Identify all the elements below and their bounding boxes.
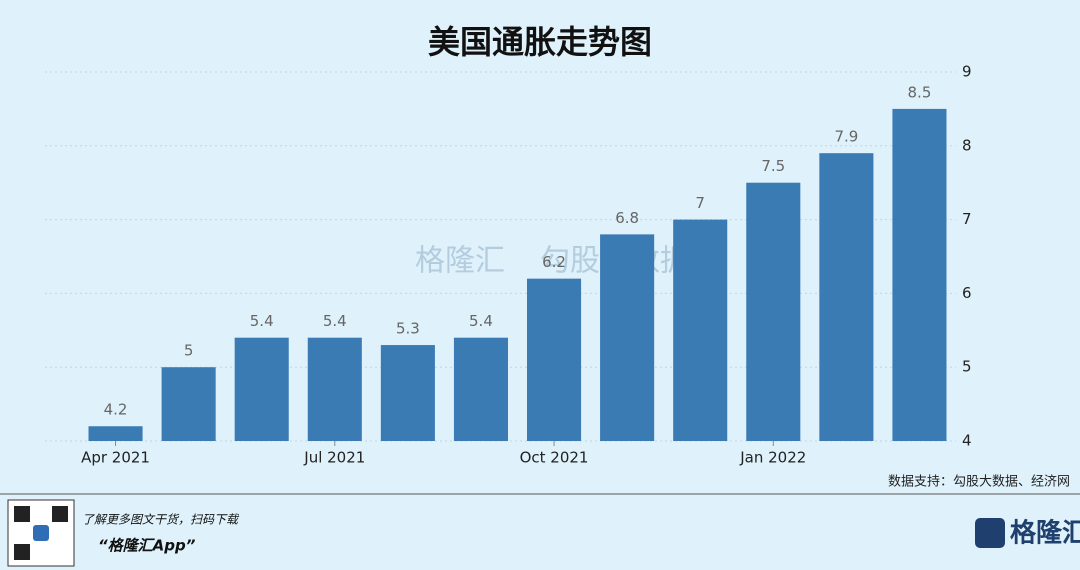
x-tick-label: Oct 2021 xyxy=(520,449,589,467)
value-label: 5 xyxy=(184,342,194,360)
y-tick-label: 9 xyxy=(962,63,972,81)
logo-text: 格隆汇 xyxy=(1010,518,1080,549)
bar xyxy=(673,219,728,441)
value-label: 7.5 xyxy=(761,157,785,175)
x-tick-label: Apr 2021 xyxy=(81,449,150,467)
value-label: 5.4 xyxy=(469,312,493,330)
value-label: 5.3 xyxy=(396,320,420,338)
y-tick-label: 6 xyxy=(962,284,972,302)
x-tick-label: Jul 2021 xyxy=(303,449,365,467)
value-label: 5.4 xyxy=(250,312,274,330)
y-tick-label: 5 xyxy=(962,358,972,376)
bar xyxy=(600,234,655,441)
bar xyxy=(453,337,508,441)
qr-code xyxy=(14,506,30,522)
chart-title: 美国通胀走势图 xyxy=(428,23,652,61)
value-label: 8.5 xyxy=(908,83,932,101)
bar xyxy=(161,367,216,441)
value-label: 7.9 xyxy=(834,128,858,146)
logo-icon xyxy=(975,518,1005,548)
x-tick-label: Jan 2022 xyxy=(739,449,806,467)
value-label: 4.2 xyxy=(104,401,128,419)
qr-logo xyxy=(33,525,49,541)
bar xyxy=(892,108,947,442)
bar xyxy=(746,182,801,441)
value-label: 7 xyxy=(695,194,705,212)
qr-code xyxy=(14,544,30,560)
bar xyxy=(819,153,874,441)
watermark: 格隆汇 xyxy=(415,244,505,279)
bar xyxy=(380,345,435,441)
source-note: 数据支持：勾股大数据、经济网 xyxy=(888,475,1070,490)
value-label: 6.8 xyxy=(615,209,639,227)
value-label: 6.2 xyxy=(542,253,566,271)
y-tick-label: 7 xyxy=(962,210,972,228)
promo-text: 了解更多图文干货，扫码下载 xyxy=(82,513,240,527)
bar xyxy=(88,426,143,441)
bar xyxy=(527,278,582,441)
bar xyxy=(234,337,289,441)
app-name: “格隆汇App” xyxy=(98,537,196,555)
y-tick-label: 8 xyxy=(962,136,972,154)
y-tick-label: 4 xyxy=(962,432,972,450)
bar xyxy=(307,337,362,441)
qr-code xyxy=(52,506,68,522)
value-label: 5.4 xyxy=(323,312,347,330)
